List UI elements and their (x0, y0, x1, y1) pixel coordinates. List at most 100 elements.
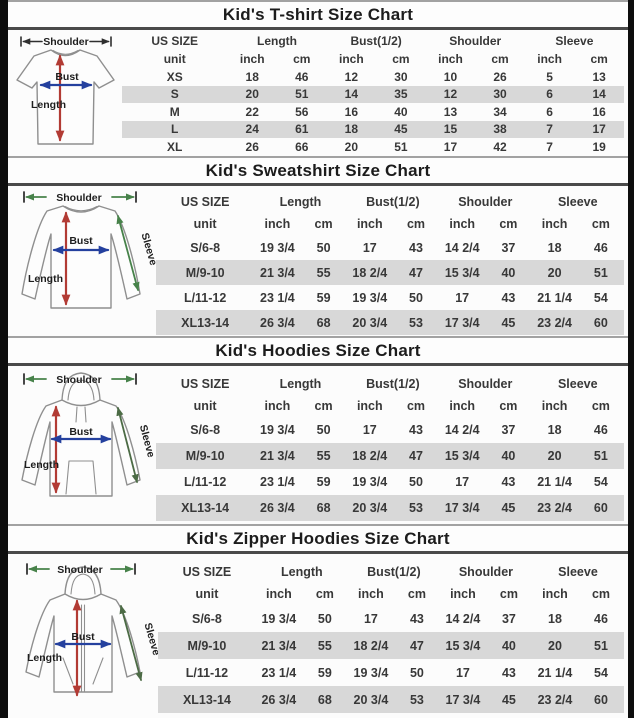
bust-arrow: Bust (52, 235, 110, 255)
size-cell: XL13-14 (156, 495, 255, 521)
value-cell: 14 (574, 85, 624, 103)
value-cell: 43 (409, 611, 424, 626)
value-cell: 26 (245, 139, 259, 154)
unit-header: cm (591, 399, 610, 413)
value-cell: 23 1/4 (261, 665, 297, 680)
hoodie-measure-diagram: Shoulder Length Bust Sleeve (8, 366, 156, 524)
size-cell: S/6-8 (190, 423, 221, 437)
value-cell: 30 (475, 85, 525, 103)
hoodie-body-outline (21, 399, 141, 497)
value-cell: 43 (409, 240, 423, 255)
hood-outline (61, 372, 101, 407)
value-cell: 50 (409, 290, 423, 305)
length-arrow: Length (31, 54, 66, 142)
value-cell: 68 (300, 495, 347, 521)
value-cell: 40 (485, 260, 532, 285)
size-cell: L (122, 120, 228, 138)
value-cell: 14 (326, 85, 377, 103)
unit-header: cm (591, 217, 610, 231)
kangaroo-pocket (65, 460, 97, 495)
size-row: L 24 61 18 45 15 38 7 17 (122, 120, 624, 138)
length-label: Length (28, 273, 63, 285)
size-row: S/6-8 19 3/4 50 17 43 14 2/4 37 18 46 (156, 417, 624, 443)
tshirt-size-table: US SIZE Length Bust(1/2) Shoulder Sleeve unit… (122, 32, 624, 156)
value-cell: 61 (276, 120, 327, 138)
unit-header: inch (438, 52, 463, 66)
value-cell: 43 (501, 290, 516, 305)
size-cell: L/11-12 (183, 290, 227, 305)
value-cell: 18 (547, 240, 562, 255)
size-cell: M (169, 104, 180, 119)
unit-header: inch (541, 399, 568, 413)
length-arrow: Length (28, 211, 71, 306)
value-cell: 17 (455, 475, 470, 489)
value-cell: 15 3/4 (439, 443, 486, 469)
column-header: Length (279, 195, 322, 209)
unit-header: inch (356, 217, 383, 231)
value-cell: 18 2/4 (347, 632, 394, 659)
value-cell: 46 (295, 69, 309, 84)
unit-header: inch (450, 587, 476, 601)
size-row: XL13-14 26 3/4 68 20 3/4 53 17 3/4 45 23 2/4 60 (158, 686, 624, 713)
value-cell: 5 (546, 69, 553, 84)
value-cell: 20 3/4 (346, 495, 393, 521)
size-row: XS 18 46 12 30 10 26 5 13 (122, 68, 624, 86)
hoodie-diagram-icon: Shoulder Length Bust Sleeve (21, 372, 156, 497)
value-cell: 18 (548, 611, 562, 626)
size-row: XL13-14 26 3/4 68 20 3/4 53 17 3/4 45 23 2/4 60 (156, 495, 624, 521)
length-arrow: Length (24, 405, 61, 494)
group-header-row: US SIZE Length Bust(1/2) Shoulder Sleeve (158, 561, 624, 583)
unit-header: cm (590, 52, 608, 66)
bust-arrow: Bust (39, 71, 93, 90)
length-label: Length (27, 652, 62, 664)
value-cell: 18 (245, 69, 259, 84)
value-cell: 12 (425, 85, 476, 103)
size-cell: XL (167, 139, 183, 154)
value-cell: 46 (594, 611, 608, 626)
value-cell: 23 2/4 (531, 310, 578, 335)
unit-row: unit inch cm inch cm inch cm inch cm (122, 50, 624, 68)
column-header: Sleeve (558, 565, 598, 579)
section-title: Kid's T-shirt Size Chart (8, 0, 628, 30)
column-header-us-size: US SIZE (180, 195, 230, 209)
tshirt-outline (16, 49, 115, 145)
value-cell: 23 2/4 (531, 686, 578, 713)
value-cell: 51 (577, 443, 624, 469)
value-cell: 18 2/4 (346, 443, 393, 469)
value-cell: 50 (316, 423, 331, 437)
value-cell: 21 3/4 (255, 632, 302, 659)
value-cell: 15 3/4 (439, 260, 486, 285)
value-cell: 50 (317, 611, 332, 626)
value-cell: 59 (317, 665, 332, 680)
column-header: Bust(1/2) (366, 195, 420, 209)
section-title: Kid's Hoodies Size Chart (8, 336, 628, 366)
column-header-us-size: US SIZE (180, 377, 230, 391)
value-cell: 24 (227, 120, 277, 138)
sleeve-label: Sleeve (142, 622, 158, 657)
size-cell: XL13-14 (156, 310, 255, 335)
sweatshirt-outline (21, 205, 141, 309)
unit-row: unit inch cm inch cm inch cm inch cm (158, 583, 624, 605)
length-label: Length (24, 459, 59, 471)
size-row: M/9-10 21 3/4 55 18 2/4 47 15 3/4 40 20 51 (158, 632, 624, 659)
column-header: Length (281, 565, 323, 579)
hoodie-size-table-wrap: US SIZE Length Bust(1/2) Shoulder Sleeve unit… (156, 366, 628, 524)
shoulder-label: Shoulder (56, 192, 102, 204)
section-title: Kid's Zipper Hoodies Size Chart (8, 524, 628, 554)
value-cell: 47 (393, 632, 440, 659)
value-cell: 45 (485, 310, 532, 335)
unit-row: unit inch cm inch cm inch cm inch cm (156, 395, 624, 417)
collar-line (52, 49, 79, 55)
value-cell: 21 3/4 (254, 443, 301, 469)
value-cell: 23 1/4 (260, 475, 295, 489)
value-cell: 51 (276, 85, 327, 103)
hood-inner-line (70, 573, 96, 595)
unit-header: inch (537, 52, 562, 66)
sweatshirt-measure-diagram: Shoulder Length Bust Sleeve (8, 186, 156, 336)
value-cell: 20 3/4 (347, 686, 394, 713)
column-header: Bust(1/2) (366, 377, 420, 391)
unit-header: inch (358, 587, 384, 601)
value-cell: 66 (295, 139, 309, 154)
value-cell: 46 (593, 240, 608, 255)
